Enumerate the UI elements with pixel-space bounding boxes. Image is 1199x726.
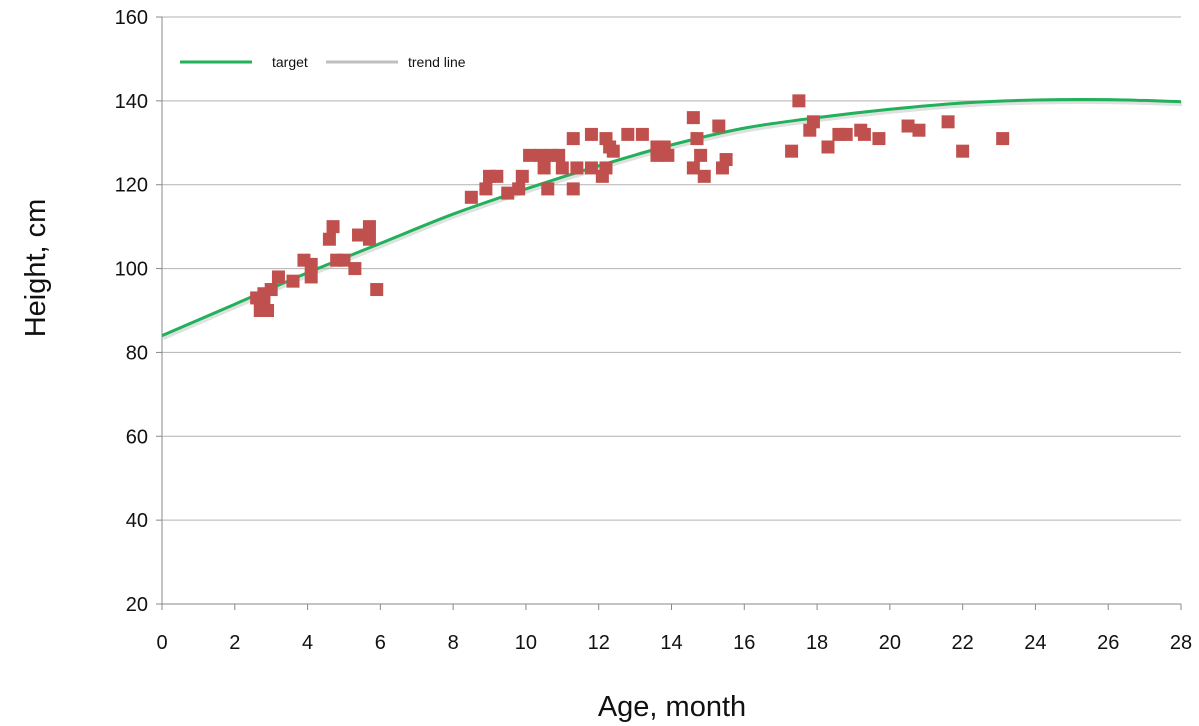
- x-axis-title: Age, month: [598, 691, 746, 723]
- data-point: [370, 283, 384, 297]
- grid-lines: [162, 16, 1181, 521]
- data-point: [584, 127, 598, 141]
- x-tick-label: 10: [515, 632, 537, 654]
- data-point: [785, 144, 799, 158]
- x-tick-label: 16: [733, 632, 755, 654]
- target-curve: [161, 97, 1183, 340]
- x-tick-label: 26: [1097, 632, 1119, 654]
- data-point: [523, 148, 537, 162]
- legend-trend-label: trend line: [408, 54, 466, 70]
- data-point: [584, 161, 598, 175]
- data-point: [362, 232, 376, 246]
- data-point: [271, 270, 285, 284]
- data-point: [362, 220, 376, 234]
- data-point: [606, 144, 620, 158]
- x-tick-label: 22: [952, 632, 974, 654]
- y-tick-label: 160: [115, 7, 148, 29]
- y-tick-label: 120: [115, 175, 148, 197]
- data-point: [821, 140, 835, 154]
- x-tick-label: 14: [660, 632, 682, 654]
- data-point: [541, 182, 555, 196]
- data-point: [570, 161, 584, 175]
- data-point: [792, 94, 806, 108]
- data-point: [552, 148, 566, 162]
- target-curve-shadow: [162, 98, 1183, 340]
- data-point: [515, 169, 529, 183]
- data-point: [348, 262, 362, 276]
- data-point: [337, 253, 351, 267]
- data-point: [694, 148, 708, 162]
- y-tick-label: 140: [115, 91, 148, 113]
- data-point: [566, 182, 580, 196]
- x-tick-label: 6: [375, 632, 386, 654]
- data-point: [555, 161, 569, 175]
- y-axis-title: Height, cm: [20, 199, 52, 338]
- data-point: [352, 228, 366, 242]
- data-point: [912, 123, 926, 137]
- data-point: [956, 144, 970, 158]
- x-tick-labels: 0 2 4 6 8 10 12 14 16 18 20 22 24 26 28: [156, 632, 1192, 654]
- data-point: [286, 274, 300, 288]
- data-point: [261, 304, 275, 317]
- data-point: [839, 127, 853, 141]
- x-tick-label: 4: [302, 632, 313, 654]
- data-point: [566, 132, 580, 146]
- legend: target trend line: [180, 54, 466, 70]
- data-point: [326, 220, 340, 234]
- data-point: [872, 132, 886, 146]
- x-tick-label: 12: [588, 632, 610, 654]
- data-point: [901, 119, 915, 133]
- y-tick-label: 80: [126, 342, 148, 364]
- y-tick-label: 60: [126, 426, 148, 448]
- x-tick-label: 18: [806, 632, 828, 654]
- data-point: [322, 232, 336, 246]
- data-point: [686, 111, 700, 125]
- x-tick-label: 2: [229, 632, 240, 654]
- data-point: [697, 169, 711, 183]
- data-point: [464, 190, 478, 204]
- y-tick-label: 20: [126, 594, 148, 616]
- data-point: [501, 186, 515, 200]
- x-tick-label: 28: [1170, 632, 1192, 654]
- data-point: [479, 182, 493, 196]
- data-point: [264, 283, 278, 297]
- data-point: [621, 127, 635, 141]
- x-tick-label: 8: [448, 632, 459, 654]
- x-tick-label: 20: [879, 632, 901, 654]
- y-tick-label: 40: [126, 510, 148, 532]
- data-point: [599, 161, 613, 175]
- data-point: [490, 169, 504, 183]
- data-point: [719, 153, 733, 167]
- y-tick-labels: 20 40 60 80 100 120 140 160: [115, 7, 148, 616]
- x-tick-label: 24: [1024, 632, 1046, 654]
- data-points: [250, 94, 1010, 317]
- data-point: [512, 182, 526, 196]
- data-point: [686, 161, 700, 175]
- data-point: [857, 127, 871, 141]
- data-point: [537, 161, 551, 175]
- data-point: [304, 257, 318, 271]
- data-point: [690, 132, 704, 146]
- x-tick-label: 0: [156, 632, 167, 654]
- data-point: [304, 270, 318, 284]
- axes: [156, 16, 1182, 610]
- data-point: [661, 148, 675, 162]
- data-point: [712, 119, 726, 133]
- data-point: [806, 115, 820, 129]
- legend-target-label: target: [272, 54, 308, 70]
- data-point: [533, 148, 547, 162]
- target-curve-line: [161, 97, 1182, 338]
- data-point: [941, 115, 955, 129]
- y-tick-label: 100: [115, 259, 148, 281]
- data-point: [635, 127, 649, 141]
- data-point: [996, 132, 1010, 146]
